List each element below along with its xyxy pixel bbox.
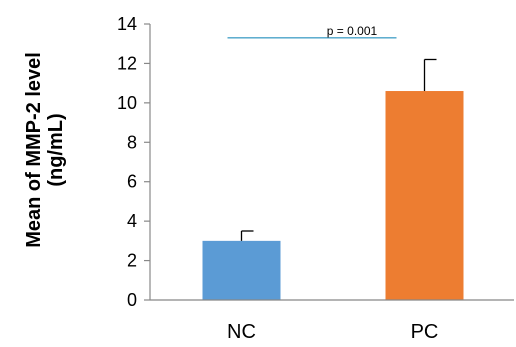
y-tick-label-10: 10 bbox=[117, 93, 137, 113]
y-tick-label-6: 6 bbox=[127, 172, 137, 192]
significance-label: p = 0.001 bbox=[327, 24, 378, 38]
category-label-nc: NC bbox=[227, 321, 256, 343]
y-tick-label-14: 14 bbox=[117, 14, 137, 34]
y-tick-label-4: 4 bbox=[127, 211, 137, 231]
axes bbox=[149, 24, 514, 301]
category-label-pc: PC bbox=[411, 321, 439, 343]
bar-pc bbox=[385, 91, 464, 301]
y-tick-label-2: 2 bbox=[127, 251, 137, 271]
significance-annotation: p = 0.001 bbox=[227, 24, 397, 39]
y-axis-title-line-1: Mean of MMP-2 level bbox=[23, 52, 45, 248]
y-axis-title-line-2: (ng/mL) bbox=[45, 113, 67, 186]
bar-nc bbox=[202, 240, 281, 300]
category-labels: NC PC bbox=[227, 321, 438, 343]
y-axis-title: Mean of MMP-2 level (ng/mL) bbox=[23, 52, 67, 248]
y-axis-ticks: 0 2 4 6 8 10 12 14 bbox=[117, 14, 150, 310]
y-tick-label-0: 0 bbox=[127, 290, 137, 310]
bars bbox=[202, 58, 464, 301]
y-tick-label-12: 12 bbox=[117, 53, 137, 73]
y-tick-label-8: 8 bbox=[127, 132, 137, 152]
